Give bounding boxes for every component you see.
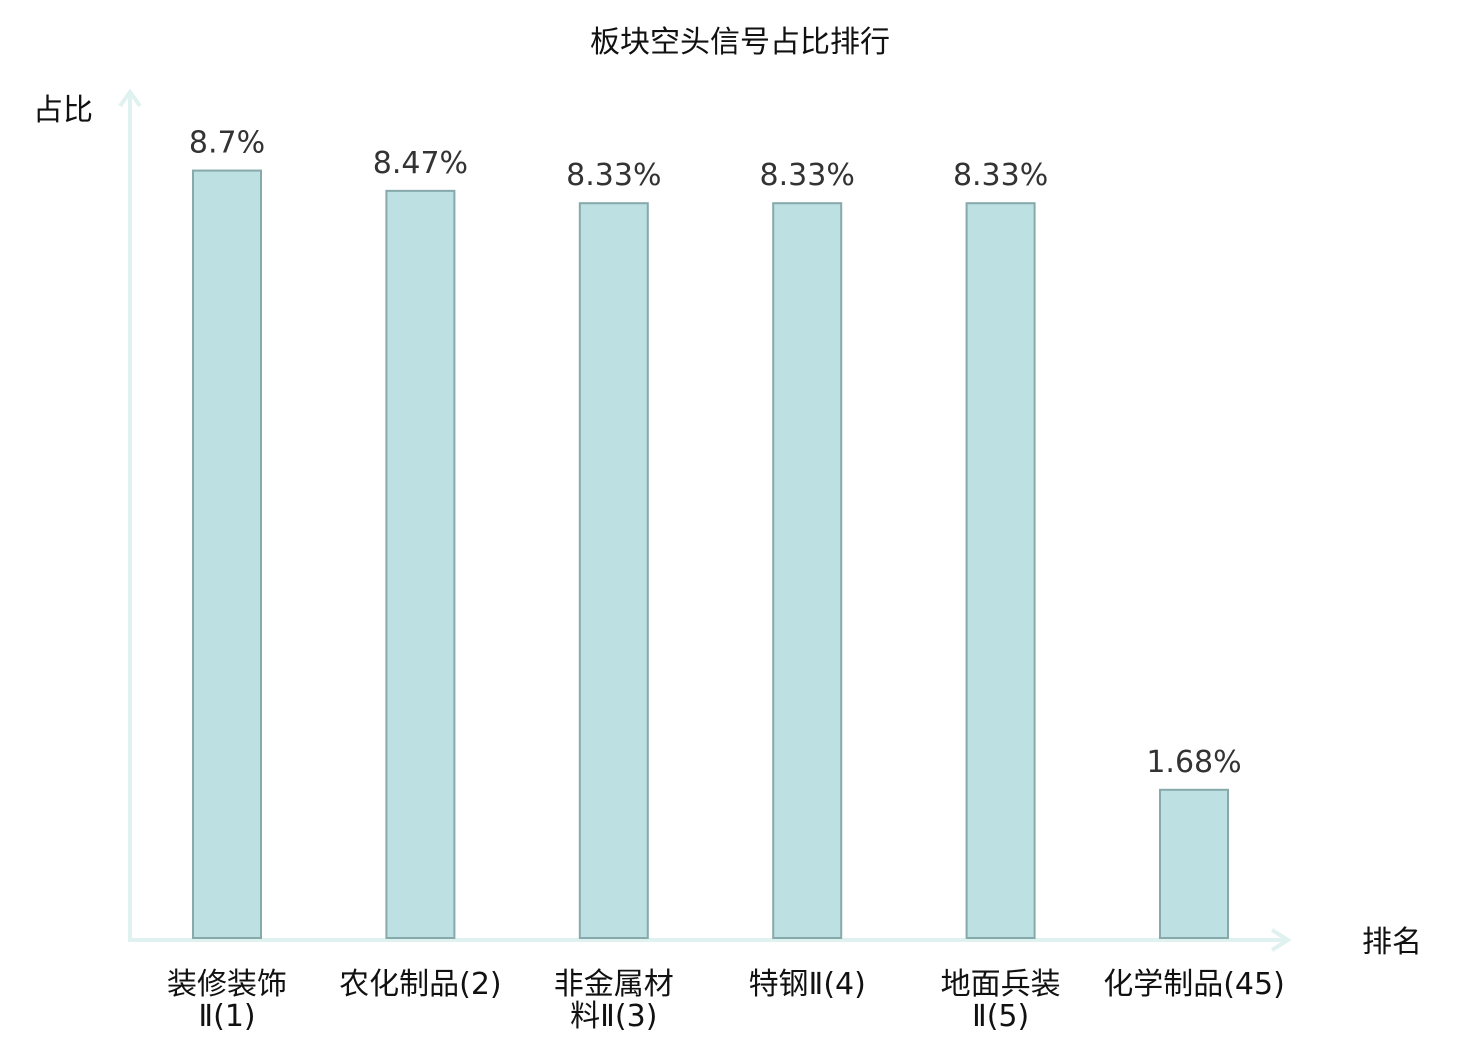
y-axis-label: 占比	[33, 93, 93, 128]
value-label-5: 8.33%	[953, 158, 1048, 193]
value-labels-group: 8.7% 8.47% 8.33% 8.33% 8.33% 1.68%	[189, 126, 1242, 780]
bars-group	[192, 169, 1229, 940]
bar-5	[965, 202, 1036, 940]
bar-6	[1159, 788, 1229, 940]
value-label-4: 8.33%	[760, 158, 855, 193]
category-labels-group: 装修装饰 Ⅱ(1) 农化制品(2) 非金属材料Ⅱ(3) 特钢Ⅱ(4) 地面兵装 Ⅱ(5) 化学…	[167, 967, 1285, 1034]
value-label-6: 1.68%	[1146, 745, 1241, 780]
bar-1	[192, 169, 262, 939]
category-label-4: 特钢Ⅱ(4)	[749, 967, 866, 1002]
category-label-2: 农化制品(2)	[339, 967, 502, 1002]
value-label-3: 8.33%	[566, 158, 661, 193]
value-label-2: 8.47%	[373, 146, 468, 181]
y-axis-arrow	[118, 88, 142, 108]
x-axis-label: 排名	[1362, 925, 1422, 960]
bar-3	[578, 202, 649, 940]
bar-4	[772, 202, 843, 940]
category-label-6: 化学制品(45)	[1103, 967, 1285, 1002]
category-label-3: 非金属材料Ⅱ(3)	[554, 967, 674, 1034]
value-label-1: 8.7%	[189, 126, 265, 161]
category-label-5: 地面兵装 Ⅱ(5)	[941, 967, 1061, 1034]
bar-2	[385, 189, 456, 939]
category-label-1: 装修装饰 Ⅱ(1)	[167, 967, 287, 1034]
x-axis-arrow	[1270, 928, 1292, 952]
chart-title: 板块空头信号占比排行	[590, 25, 890, 60]
